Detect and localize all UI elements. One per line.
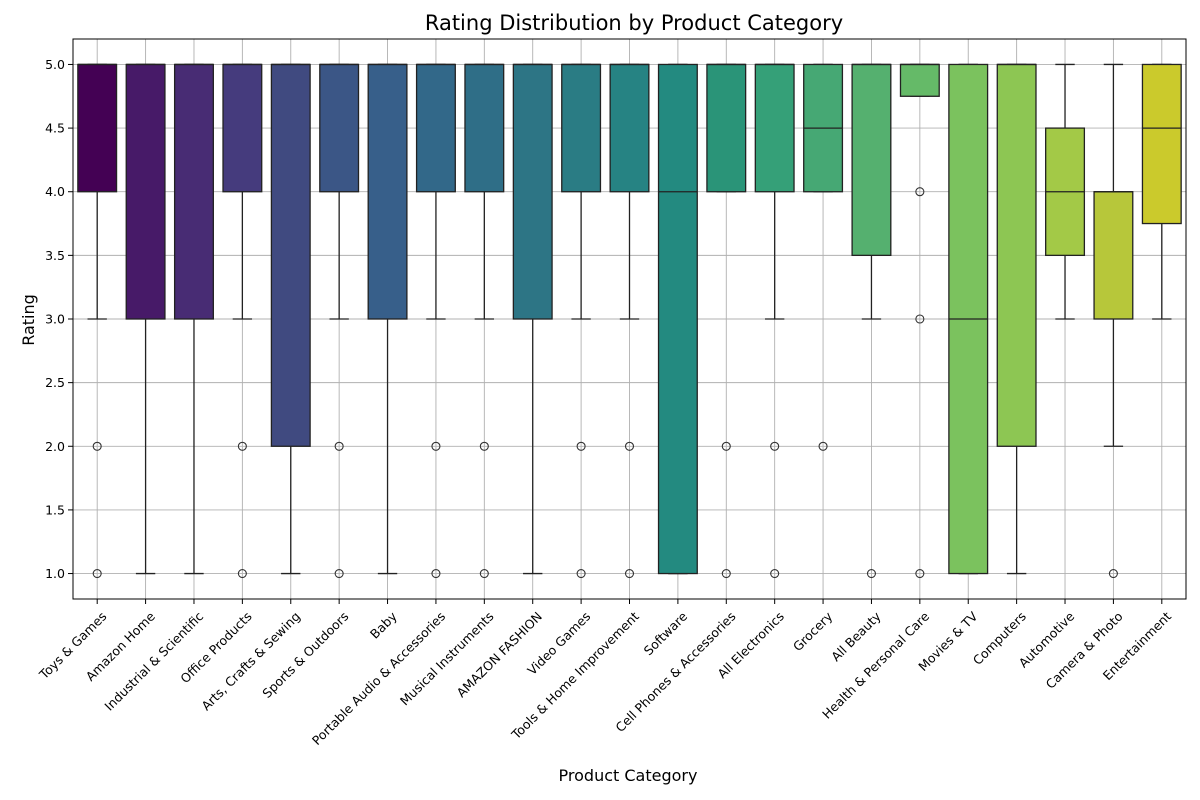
outlier-point [915, 568, 925, 579]
y-axis-label: Rating [19, 294, 38, 346]
box-iqr [415, 63, 456, 193]
outlier-point [915, 314, 925, 324]
y-tick-label: 3.0 [45, 312, 65, 327]
box-cell-phones-accessories [706, 63, 747, 579]
chart-title: Rating Distribution by Product Category [425, 11, 843, 35]
y-tick-label: 3.5 [45, 248, 65, 263]
x-axis-label: Product Category [559, 766, 698, 785]
x-tick-label: AMAZON FASHION [454, 609, 546, 701]
outlier-point [624, 441, 635, 451]
y-tick-label: 1.0 [45, 566, 65, 581]
box-camera-photo [1093, 63, 1134, 579]
box-iqr [173, 63, 214, 320]
box-iqr [319, 63, 360, 193]
box-iqr [125, 63, 166, 320]
box-iqr [657, 63, 698, 575]
outlier-point [92, 568, 102, 579]
box-office-products [222, 63, 263, 579]
outlier-point [770, 441, 780, 451]
box-portable-audio-accessories [415, 63, 456, 579]
box-iqr [512, 63, 553, 320]
box-iqr [754, 63, 795, 193]
box-iqr [899, 63, 940, 97]
box-iqr [851, 63, 892, 257]
x-tick-label: Musical Instruments [397, 609, 497, 709]
box-iqr [561, 63, 602, 193]
y-tick-label: 2.5 [45, 375, 65, 390]
outlier-point [334, 441, 344, 451]
box-sports-outdoors [319, 63, 360, 579]
outlier-point [479, 441, 489, 451]
box-all-electronics [754, 63, 795, 579]
box-musical-instruments [464, 63, 505, 579]
y-tick-label: 2.0 [45, 439, 65, 454]
outlier-point [818, 441, 828, 451]
y-tick-label: 5.0 [45, 57, 65, 72]
box-group [77, 63, 1182, 579]
outlier-point [770, 568, 780, 579]
outlier-point [721, 568, 731, 579]
box-iqr [464, 63, 505, 193]
box-iqr [270, 63, 311, 447]
box-amazon-home [125, 63, 166, 575]
outlier-point [866, 568, 877, 579]
box-iqr [996, 63, 1037, 447]
box-computers [996, 63, 1037, 575]
box-iqr [1141, 63, 1182, 225]
x-tick-label: Grocery [790, 608, 836, 654]
box-industrial-scientific [173, 63, 214, 575]
box-automotive [1045, 63, 1086, 320]
box-iqr [1093, 191, 1134, 320]
y-tick-label: 4.5 [45, 121, 65, 136]
outlier-point [721, 441, 731, 451]
y-axis-ticks: 1.0 1.5 2.0 2.5 3.0 3.5 4.0 4.5 5.0 [45, 57, 73, 581]
outlier-point [431, 568, 441, 579]
outlier-point [1108, 568, 1118, 579]
box-software [657, 63, 698, 575]
outlier-point [334, 568, 344, 579]
outlier-point [237, 568, 247, 579]
box-video-games [561, 63, 602, 579]
box-iqr [367, 63, 408, 320]
box-health-personal-care [899, 63, 940, 579]
plot-frame [72, 38, 1187, 600]
box-movies-tv [948, 63, 989, 575]
box-toys-games [77, 63, 118, 579]
x-tick-label: Software [641, 608, 691, 658]
x-tick-label: Sports & Outdoors [259, 609, 351, 701]
outlier-point [624, 568, 635, 579]
box-tools-home-improvement [609, 63, 650, 579]
box-grocery [803, 63, 844, 451]
y-tick-label: 1.5 [45, 502, 65, 517]
outlier-point [576, 441, 586, 451]
outlier-point [479, 568, 489, 579]
outlier-point [576, 568, 586, 579]
box-baby [367, 63, 408, 575]
outlier-point [237, 441, 247, 451]
box-iqr [77, 63, 118, 193]
x-tick-label: Baby [367, 608, 400, 641]
box-all-beauty [851, 63, 892, 579]
y-tick-label: 4.0 [45, 184, 65, 199]
box-arts-crafts-sewing [270, 63, 311, 575]
box-iqr [706, 63, 747, 193]
box-amazon-fashion [512, 63, 553, 575]
outlier-point [92, 441, 102, 451]
box-entertainment [1141, 63, 1182, 320]
outlier-point [431, 441, 441, 451]
box-iqr [222, 63, 263, 193]
outlier-point [915, 187, 925, 197]
box-iqr [609, 63, 650, 193]
